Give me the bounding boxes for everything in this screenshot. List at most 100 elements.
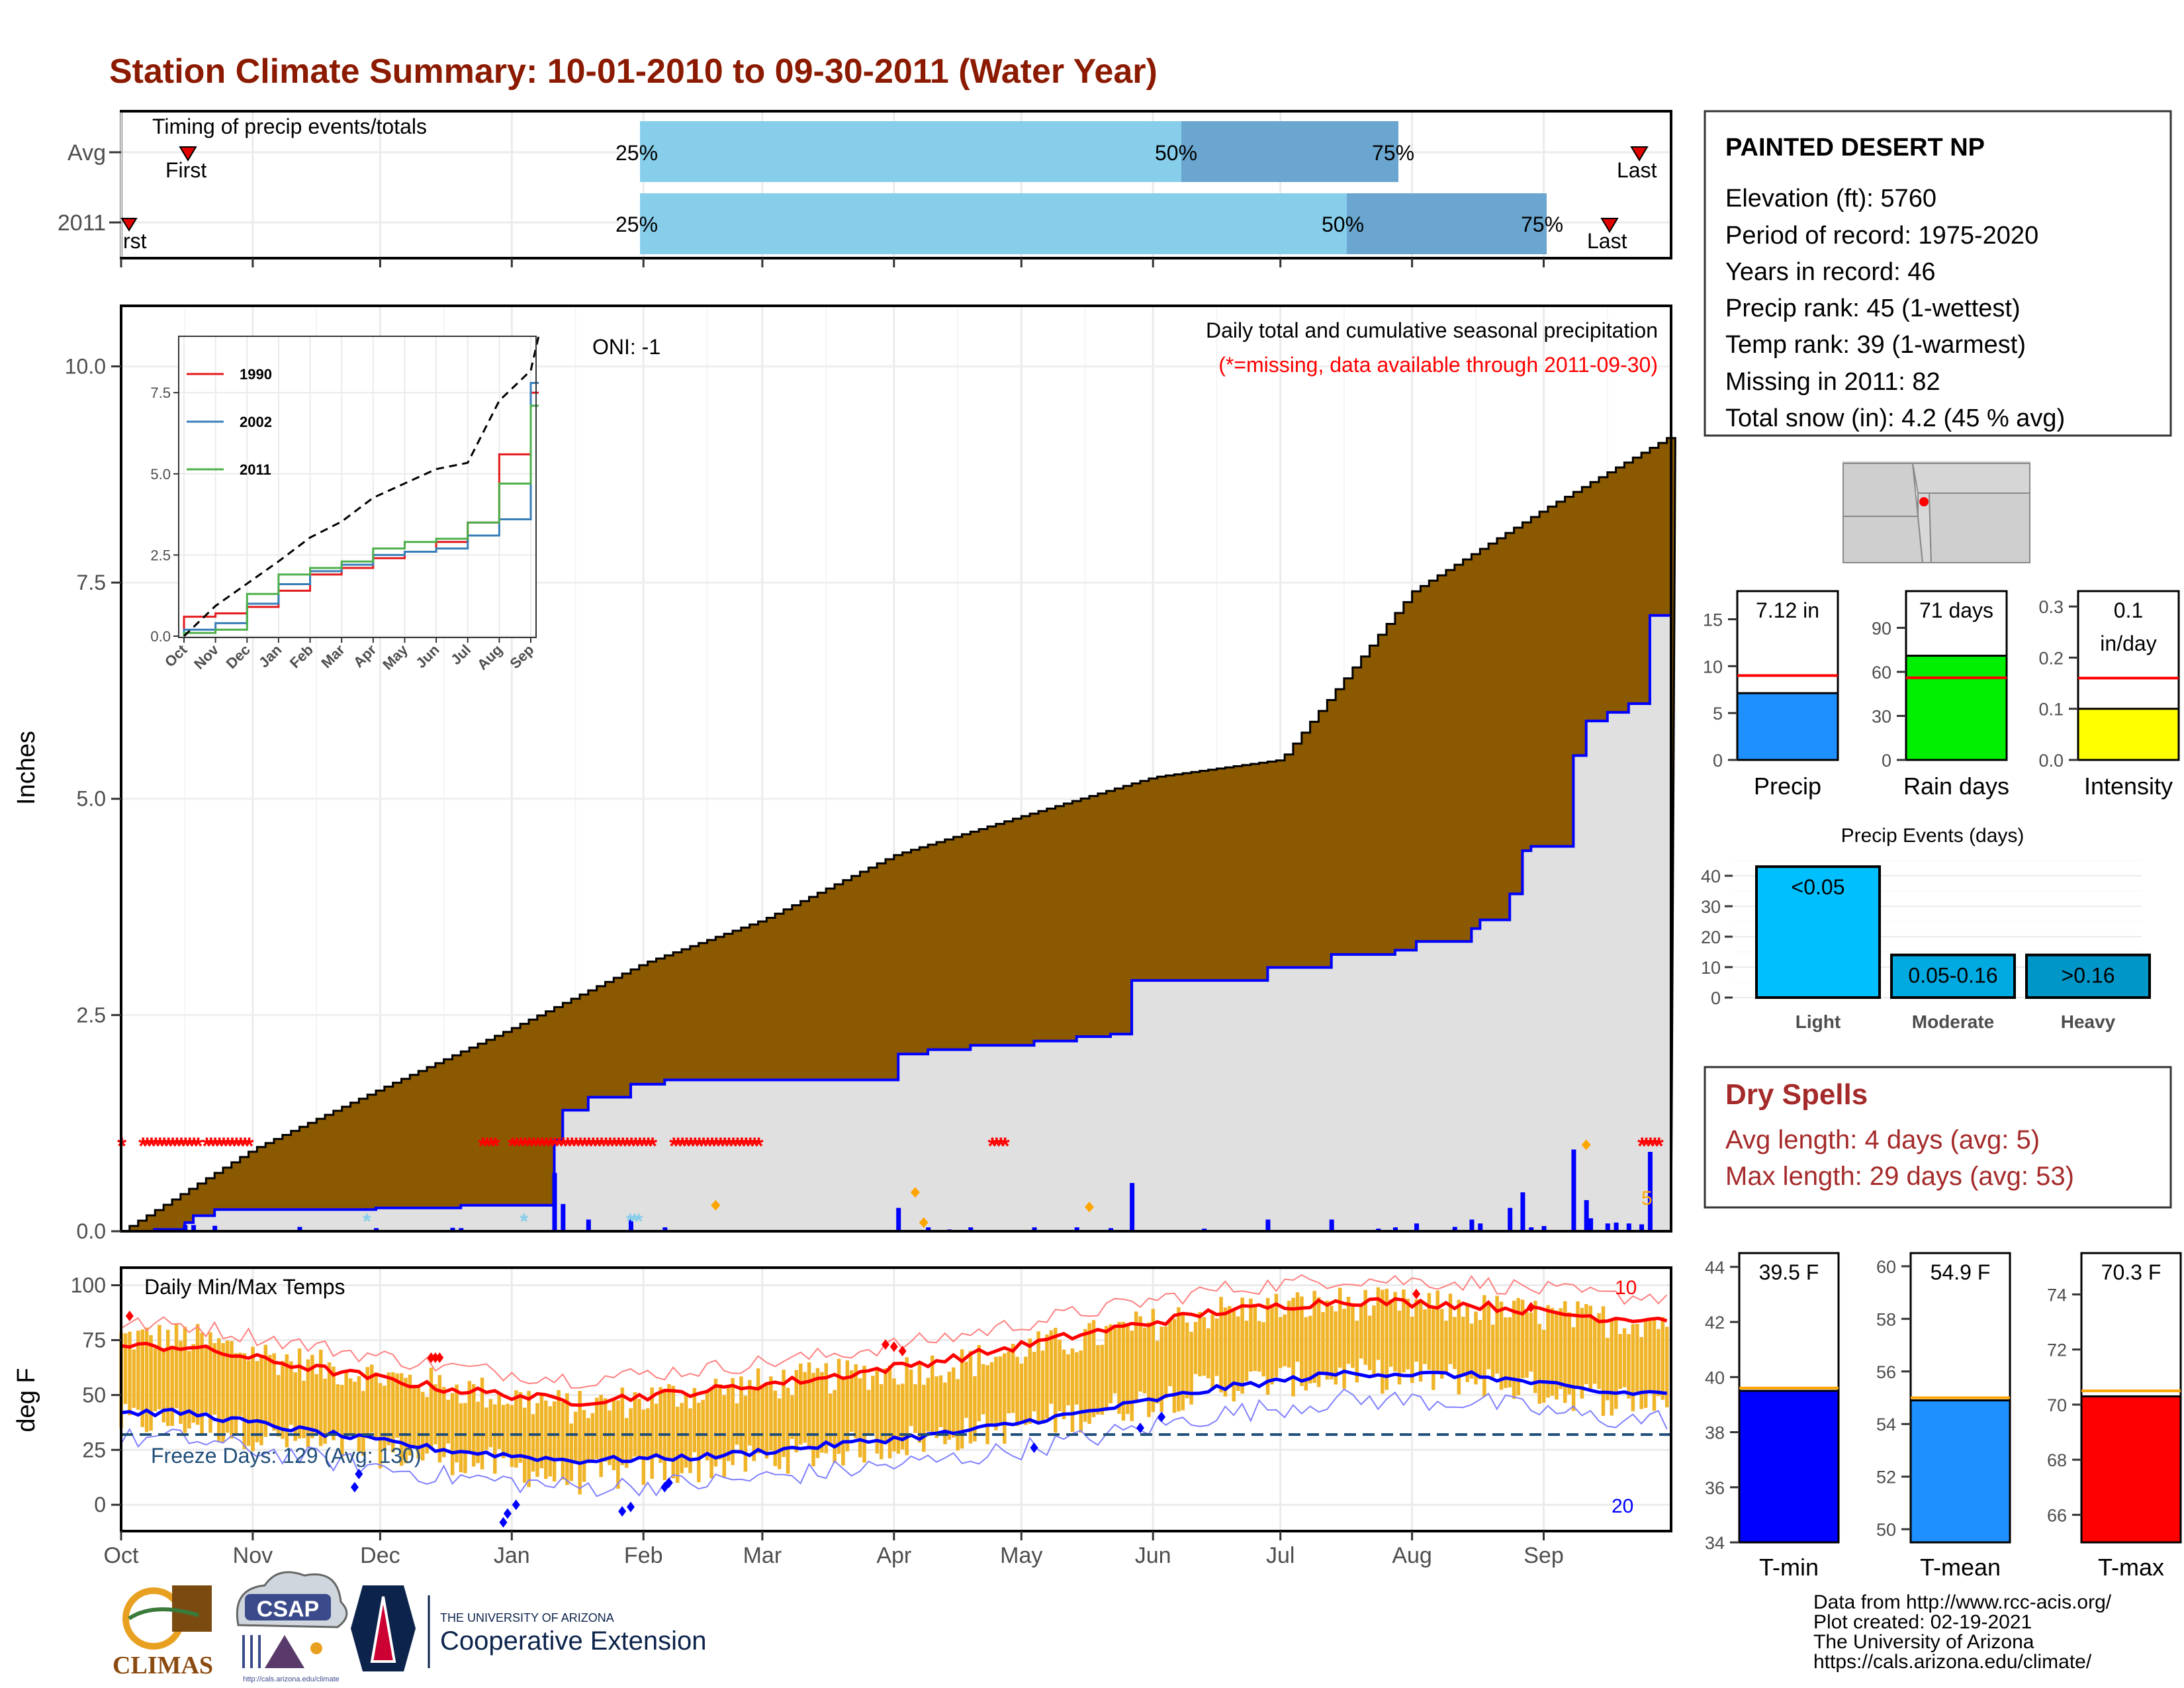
temp-range-bar <box>1376 1287 1381 1360</box>
temp-ytick-label: 0 <box>94 1493 106 1517</box>
temp-range-bar <box>1321 1311 1325 1373</box>
temp-range-bar <box>807 1362 811 1449</box>
temp-range-bar <box>1614 1319 1618 1409</box>
temp-range-bar <box>1109 1324 1113 1404</box>
temp-range-bar <box>1261 1322 1265 1377</box>
temp-range-bar <box>476 1401 480 1464</box>
daily-precip-bar <box>297 1227 302 1231</box>
daily-precip-bar <box>1605 1223 1610 1231</box>
missing-day-marker: * <box>614 1132 623 1159</box>
missing-day-marker: * <box>690 1132 700 1159</box>
temp-range-bar <box>1232 1308 1236 1402</box>
temp-range-bar <box>752 1388 756 1462</box>
temp-range-bar <box>463 1403 467 1474</box>
temp-range-bar <box>1300 1296 1304 1386</box>
temp-range-bar <box>739 1376 743 1451</box>
temp-range-bar <box>216 1338 221 1442</box>
temp-range-bar <box>713 1378 718 1467</box>
daily-precip-bar <box>1614 1222 1619 1231</box>
temp-range-bar <box>1482 1295 1486 1397</box>
missing-day-marker: * <box>601 1132 610 1159</box>
temp-summary-ytick-label: 74 <box>2047 1285 2067 1305</box>
record-day-marker <box>1084 1201 1094 1213</box>
temp-range-bar <box>1388 1299 1393 1367</box>
credit-line-3: The University of Arizona <box>1813 1631 2034 1653</box>
temp-summary-ytick-label: 52 <box>1876 1468 1896 1487</box>
precip-title-2: (*=missing, data available through 2011-… <box>1218 353 1658 377</box>
temp-range-bar <box>1406 1298 1410 1370</box>
inset-series-2011 <box>183 404 539 636</box>
temp-range-bar <box>1533 1301 1537 1393</box>
temp-range-bar <box>968 1350 973 1444</box>
temp-range-bar <box>1448 1293 1453 1364</box>
events-value-label: >0.16 <box>2062 964 2115 988</box>
temp-range-bar <box>314 1374 319 1436</box>
record-low-marker <box>499 1517 508 1528</box>
temp-range-bar <box>1193 1321 1198 1374</box>
missing-day-marker: * <box>695 1132 704 1159</box>
temp-range-bar <box>1576 1301 1580 1387</box>
temp-range-bar <box>1257 1321 1261 1372</box>
missing-day-marker: * <box>733 1132 742 1159</box>
inset-legend-label: 2011 <box>240 461 271 478</box>
temp-range-bar <box>323 1378 327 1444</box>
temp-range-bar <box>522 1407 527 1483</box>
csap-logo: CSAP http://cals.arizona.edu/climate <box>236 1571 348 1683</box>
temp-range-bar <box>1516 1297 1520 1395</box>
avg-p50-label: 50% <box>1155 141 1197 165</box>
inset-ytick-label: 5.0 <box>150 466 171 483</box>
temp-range-bar <box>1253 1304 1257 1372</box>
missing-day-marker: * <box>516 1132 525 1159</box>
temp-range-bar <box>471 1383 476 1467</box>
missing-day-marker: * <box>228 1132 237 1159</box>
temp-summary-ytick-label: 42 <box>1705 1313 1725 1333</box>
temp-range-bar <box>404 1378 408 1464</box>
temp-range-bar <box>425 1397 429 1454</box>
precip-ytick-label: 2.5 <box>77 1003 106 1027</box>
daily-precip-bar <box>1109 1228 1114 1231</box>
temp-range-bar <box>1163 1326 1168 1399</box>
temp-range-bar <box>1189 1331 1193 1405</box>
temp-range-bar <box>913 1384 917 1433</box>
temp-range-bar <box>1287 1301 1291 1368</box>
temp-range-bar <box>136 1331 140 1410</box>
temp-range-bar <box>1011 1344 1015 1413</box>
temp-range-bar <box>1142 1327 1147 1393</box>
temp-range-bar <box>437 1375 442 1463</box>
station-elevation: Elevation (ft): 5760 <box>1725 185 1936 212</box>
temp-summary-ytick-label: 36 <box>1705 1478 1725 1498</box>
missing-day-marker: * <box>142 1132 152 1159</box>
temp-range-bar <box>1214 1318 1219 1376</box>
temp-range-bar <box>1499 1301 1504 1390</box>
temp-range-bar <box>1490 1324 1495 1378</box>
temp-range-bar <box>1058 1340 1062 1411</box>
missing-day-marker: * <box>635 1132 645 1159</box>
daily-precip-bar <box>183 1225 188 1231</box>
daily-precip-bars <box>153 1149 1653 1231</box>
temp-range-bar <box>140 1329 144 1427</box>
temp-range-bar <box>1563 1301 1567 1403</box>
summary-ytick-label: 0 <box>1713 751 1723 771</box>
page-title: Station Climate Summary: 10-01-2010 to 0… <box>109 52 1158 91</box>
missing-day-marker: * <box>512 1132 522 1159</box>
temp-range-bar <box>1308 1315 1312 1383</box>
snow-marker: * <box>626 1209 635 1233</box>
temp-range-bar <box>1075 1352 1079 1405</box>
daily-precip-bar <box>926 1227 931 1231</box>
temp-range-bar <box>769 1376 773 1451</box>
temp-range-bar <box>1627 1334 1631 1399</box>
temp-summary-ytick-label: 68 <box>2047 1450 2067 1470</box>
temp-range-bar <box>1151 1309 1156 1413</box>
missing-day-marker: * <box>606 1132 615 1159</box>
missing-day-marker: * <box>156 1132 165 1159</box>
temp-range-bar <box>1070 1348 1075 1432</box>
y2011-50-75-bar <box>1347 193 1547 254</box>
missing-day-marker: * <box>699 1132 708 1159</box>
temp-range-bar <box>1588 1305 1592 1389</box>
temp-range-bar <box>998 1356 1003 1423</box>
temp-range-bar <box>535 1403 539 1477</box>
events-category-label: Light <box>1796 1011 1841 1032</box>
temp-range-bar <box>1181 1315 1185 1411</box>
missing-day-marker: * <box>644 1132 653 1159</box>
missing-day-marker: * <box>546 1132 555 1159</box>
